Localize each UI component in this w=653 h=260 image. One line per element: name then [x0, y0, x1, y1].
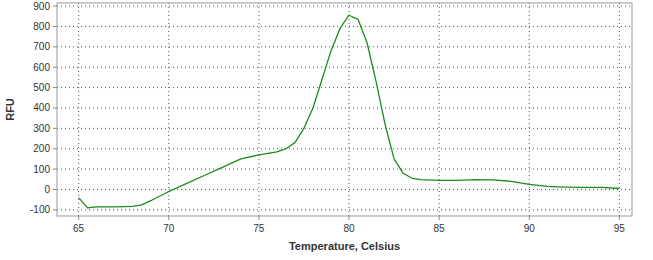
grid-line [349, 3, 350, 216]
grid-line [57, 87, 632, 88]
tick-label: 85 [434, 223, 446, 234]
tick-mark [619, 216, 620, 220]
tick-label: 65 [73, 223, 85, 234]
tick-mark [258, 216, 259, 220]
tick-label: 75 [253, 223, 265, 234]
grid-line [78, 3, 79, 216]
tick-label: 80 [343, 223, 355, 234]
tick-label: 400 [33, 102, 50, 113]
plot-background [57, 3, 632, 216]
tick-label: 700 [33, 41, 50, 52]
tick-mark [53, 189, 57, 190]
tick-mark [53, 6, 57, 7]
tick-mark [53, 169, 57, 170]
plot-frame [57, 3, 632, 216]
tick-label: 600 [33, 62, 50, 73]
grid-line [619, 3, 620, 216]
tick-label: 100 [33, 164, 50, 175]
grid-line [57, 169, 632, 170]
y-axis-label: RFU [4, 98, 16, 121]
grid-line [168, 3, 169, 216]
tick-mark [349, 216, 350, 220]
grid-line [57, 67, 632, 68]
tick-mark [53, 128, 57, 129]
series-group [79, 15, 620, 208]
grid-line [57, 189, 632, 190]
tick-mark [439, 216, 440, 220]
tick-mark [53, 107, 57, 108]
grid-line [258, 3, 259, 216]
tick-label: 500 [33, 82, 50, 93]
chart: 65 70 75 80 85 90 95 -100 0 100 200 300 400 500 600 700… [0, 0, 653, 260]
grid-line [57, 26, 632, 27]
tick-mark [53, 26, 57, 27]
tick-label: -100 [30, 204, 50, 215]
tick-label: 0 [44, 184, 50, 195]
tick-label: 200 [33, 143, 50, 154]
tick-mark [53, 87, 57, 88]
grid-line [57, 6, 632, 7]
tick-label: 70 [163, 223, 175, 234]
grid-line [57, 128, 632, 129]
tick-mark [168, 216, 169, 220]
tick-label: 800 [33, 21, 50, 32]
grid-line [57, 209, 632, 210]
tick-mark [78, 216, 79, 220]
tick-label: 900 [33, 1, 50, 12]
grid-line [57, 148, 632, 149]
tick-mark [53, 148, 57, 149]
grid-line [57, 46, 632, 47]
tick-label: 300 [33, 123, 50, 134]
tick-mark [53, 67, 57, 68]
tick-mark [53, 209, 57, 210]
tick-label: 90 [524, 223, 536, 234]
grid-line [57, 107, 632, 108]
tick-mark [529, 216, 530, 220]
grid-line [439, 3, 440, 216]
tick-label: 95 [614, 223, 626, 234]
x-axis-label: Temperature, Celsius [289, 240, 400, 252]
tick-mark [53, 46, 57, 47]
melt-curve [79, 15, 620, 208]
